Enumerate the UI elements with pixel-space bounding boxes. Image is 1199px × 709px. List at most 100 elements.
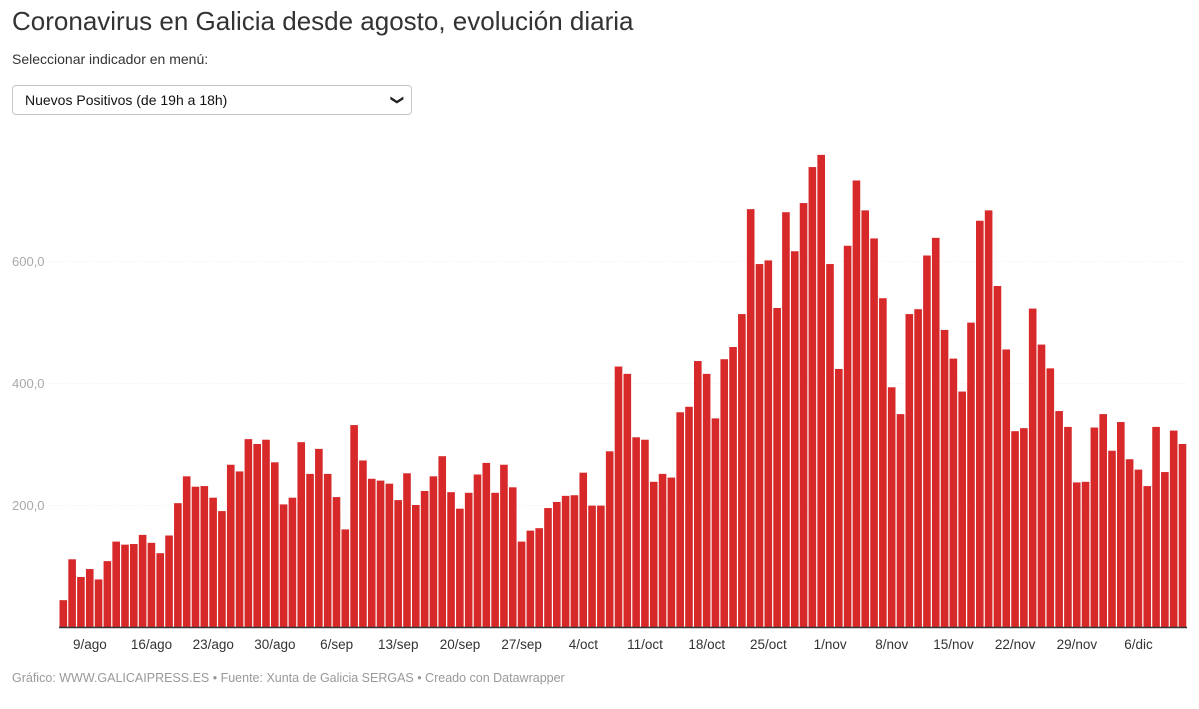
bar	[182, 476, 191, 627]
bar	[218, 511, 226, 627]
bar	[279, 504, 288, 627]
bar	[588, 505, 596, 627]
bar	[984, 210, 993, 627]
bar	[1178, 444, 1187, 627]
bar	[359, 460, 367, 627]
bar	[288, 497, 297, 627]
bar	[85, 569, 94, 627]
bar	[729, 347, 737, 627]
bar	[226, 464, 235, 627]
indicator-select[interactable]: Nuevos Positivos (de 19h a 18h) ❯	[12, 85, 412, 115]
bar	[914, 309, 922, 627]
x-tick-label: 16/ago	[131, 637, 172, 652]
bar	[438, 456, 447, 627]
bar	[1002, 349, 1011, 627]
bar	[861, 210, 870, 627]
bar	[1028, 308, 1037, 627]
x-tick-label: 6/sep	[320, 637, 353, 652]
bar	[1046, 368, 1055, 627]
bar	[835, 368, 843, 627]
bar	[491, 492, 499, 627]
bar	[306, 473, 314, 627]
chart-title: Coronavirus en Galicia desde agosto, evo…	[12, 6, 634, 36]
bar	[332, 497, 341, 627]
bar	[350, 425, 358, 627]
bar	[1161, 472, 1169, 627]
bar	[271, 462, 279, 627]
bar	[870, 238, 878, 627]
bar	[843, 245, 852, 627]
bar	[367, 478, 376, 627]
x-tick-label: 18/oct	[688, 637, 725, 652]
bar	[676, 412, 684, 627]
bar	[879, 298, 887, 627]
bar	[720, 359, 729, 627]
bar	[614, 366, 623, 627]
bar	[121, 544, 129, 627]
bar	[782, 212, 790, 627]
bar	[852, 180, 861, 628]
bar	[500, 464, 508, 627]
y-tick-label: 200,0	[12, 498, 45, 513]
bar	[967, 322, 975, 627]
bar	[94, 579, 103, 627]
bar	[323, 473, 332, 627]
bar	[376, 480, 385, 627]
x-tick-label: 20/sep	[440, 637, 481, 652]
x-tick-label: 4/oct	[569, 637, 599, 652]
bar	[1064, 426, 1072, 627]
x-tick-label: 22/nov	[995, 637, 1036, 652]
bar	[649, 481, 658, 627]
bar	[191, 486, 200, 627]
bar	[130, 544, 138, 627]
bar	[1152, 426, 1160, 627]
bar	[1020, 428, 1028, 627]
bar	[447, 492, 455, 627]
selector-label: Seleccionar indicador en menú:	[12, 51, 209, 67]
x-tick-label: 11/oct	[627, 637, 663, 652]
bar	[1037, 344, 1046, 627]
bar	[315, 448, 323, 627]
bar	[597, 505, 605, 627]
bar	[711, 418, 720, 627]
bar	[1134, 469, 1143, 627]
bar	[253, 444, 261, 627]
bar	[1090, 427, 1099, 627]
bar	[561, 495, 570, 627]
indicator-select-value: Nuevos Positivos (de 19h a 18h)	[25, 92, 228, 108]
bar	[482, 462, 491, 627]
x-tick-label: 15/nov	[933, 637, 974, 652]
bar	[790, 251, 799, 628]
bar	[685, 406, 693, 627]
bar	[976, 220, 984, 628]
bar	[341, 529, 350, 627]
bar	[1072, 482, 1081, 627]
bar	[394, 500, 402, 627]
y-tick-label: 400,0	[12, 376, 45, 391]
bar	[517, 541, 526, 627]
bar	[940, 329, 949, 627]
bar	[641, 439, 649, 627]
bar	[579, 472, 588, 627]
bar	[702, 373, 711, 627]
bar	[420, 490, 429, 627]
bar	[632, 437, 640, 627]
x-tick-label: 13/sep	[378, 637, 419, 652]
x-tick-label: 9/ago	[73, 637, 107, 652]
x-tick-label: 1/nov	[814, 637, 847, 652]
bar	[297, 442, 306, 627]
x-tick-label: 8/nov	[875, 637, 908, 652]
bar	[156, 553, 165, 627]
bar	[958, 391, 966, 627]
bar	[1099, 414, 1107, 627]
bar	[1011, 431, 1019, 627]
footer-credits: Gráfico: WWW.GALICAIPRESS.ES • Fuente: X…	[12, 671, 565, 685]
x-tick-label: 30/ago	[254, 637, 295, 652]
bar	[553, 501, 561, 627]
x-tick-label: 23/ago	[193, 637, 234, 652]
bar	[826, 264, 834, 627]
bar	[896, 414, 905, 627]
bar	[77, 576, 85, 627]
bar	[1169, 430, 1178, 627]
